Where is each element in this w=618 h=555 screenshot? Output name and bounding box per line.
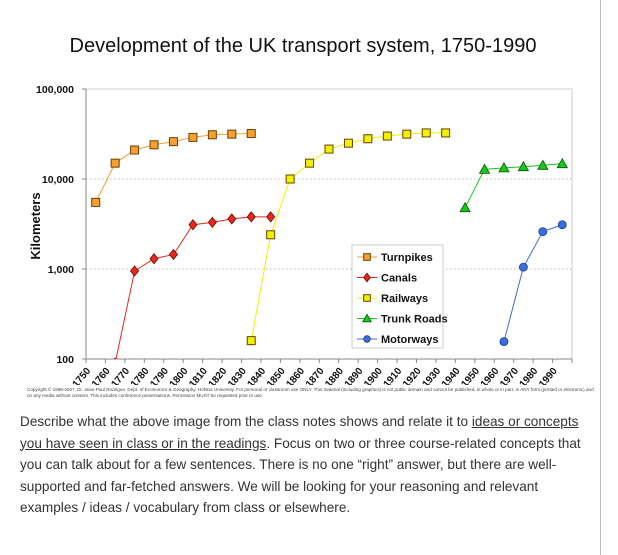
- series-line: [503, 224, 563, 342]
- data-point: [517, 160, 530, 172]
- legend: Turnpikes Canals Railways Trunk Roads Motorw…: [351, 244, 448, 349]
- data-point: [207, 130, 217, 140]
- prompt-text-1: Describe what the above image from the c…: [20, 414, 472, 429]
- data-point: [130, 265, 140, 277]
- legend-marker: [363, 335, 371, 343]
- series-trunk-roads: [459, 157, 568, 213]
- question-prompt: Describe what the above image from the c…: [20, 411, 590, 519]
- data-point: [421, 128, 431, 138]
- data-point: [168, 248, 178, 261]
- legend-label: Railways: [381, 293, 428, 305]
- data-point: [459, 201, 471, 213]
- data-point: [519, 262, 528, 272]
- prompt-link[interactable]: ideas or concepts you have seen in class…: [20, 414, 579, 451]
- legend-marker: [363, 272, 371, 283]
- page-border: [600, 0, 601, 555]
- chart-title: Development of the UK transport system, …: [70, 35, 537, 57]
- data-point: [285, 174, 295, 184]
- series-turnpikes: [91, 129, 256, 207]
- data-point: [343, 138, 353, 148]
- data-point: [188, 132, 198, 142]
- data-point: [382, 131, 392, 141]
- legend-marker: [363, 253, 371, 261]
- data-point: [188, 219, 198, 231]
- data-point: [266, 230, 276, 240]
- data-point: [246, 129, 256, 139]
- legend-label: Turnpikes: [381, 252, 433, 264]
- legend-marker: [363, 294, 371, 302]
- data-point: [110, 158, 120, 168]
- transport-chart: Development of the UK transport system, …: [28, 35, 573, 385]
- series-canals: [113, 211, 276, 359]
- data-point: [556, 157, 568, 169]
- y-tick-label: 1,000: [48, 264, 74, 276]
- data-point: [149, 253, 159, 265]
- data-point: [324, 144, 334, 154]
- data-point: [557, 220, 567, 230]
- series-line: [464, 163, 563, 208]
- series-motorways: [499, 220, 567, 347]
- legend-label: Trunk Roads: [381, 314, 448, 326]
- data-point: [130, 145, 140, 155]
- data-point: [498, 162, 510, 173]
- y-axis-label: Kilometers: [28, 192, 43, 259]
- y-tick-label: 100: [56, 354, 74, 366]
- data-point: [478, 163, 491, 174]
- data-point: [246, 336, 256, 346]
- plot-frame: [85, 88, 573, 360]
- data-point: [363, 134, 373, 144]
- data-point: [441, 128, 451, 138]
- legend-label: Canals: [381, 273, 417, 285]
- copyright-notice: Copyright © 1998-2007, Dr. Jean-Paul Rod…: [27, 387, 594, 398]
- data-point: [246, 211, 256, 223]
- series-railways: [246, 128, 451, 346]
- data-point: [538, 227, 548, 237]
- y-tick-label: 10,000: [42, 174, 74, 186]
- data-point: [168, 137, 178, 147]
- data-point: [402, 129, 412, 139]
- data-point: [305, 158, 315, 168]
- legend-box: [351, 244, 444, 349]
- plot-area: 1001,00010,000100,0001750176017701780179…: [36, 84, 573, 385]
- data-point: [227, 213, 237, 225]
- x-tick-label: 1990: [537, 366, 560, 385]
- data-point: [207, 216, 217, 228]
- legend-marker: [362, 313, 372, 323]
- prompt-text-2: . Focus on two or three course-related c…: [20, 435, 581, 516]
- data-point: [149, 140, 159, 150]
- legend-label: Motorways: [381, 334, 438, 346]
- data-point: [113, 357, 117, 359]
- data-point: [266, 211, 276, 223]
- data-point: [537, 159, 549, 170]
- data-point: [91, 197, 101, 207]
- y-tick-label: 100,000: [36, 84, 74, 96]
- data-point: [227, 129, 237, 139]
- data-point: [499, 337, 509, 347]
